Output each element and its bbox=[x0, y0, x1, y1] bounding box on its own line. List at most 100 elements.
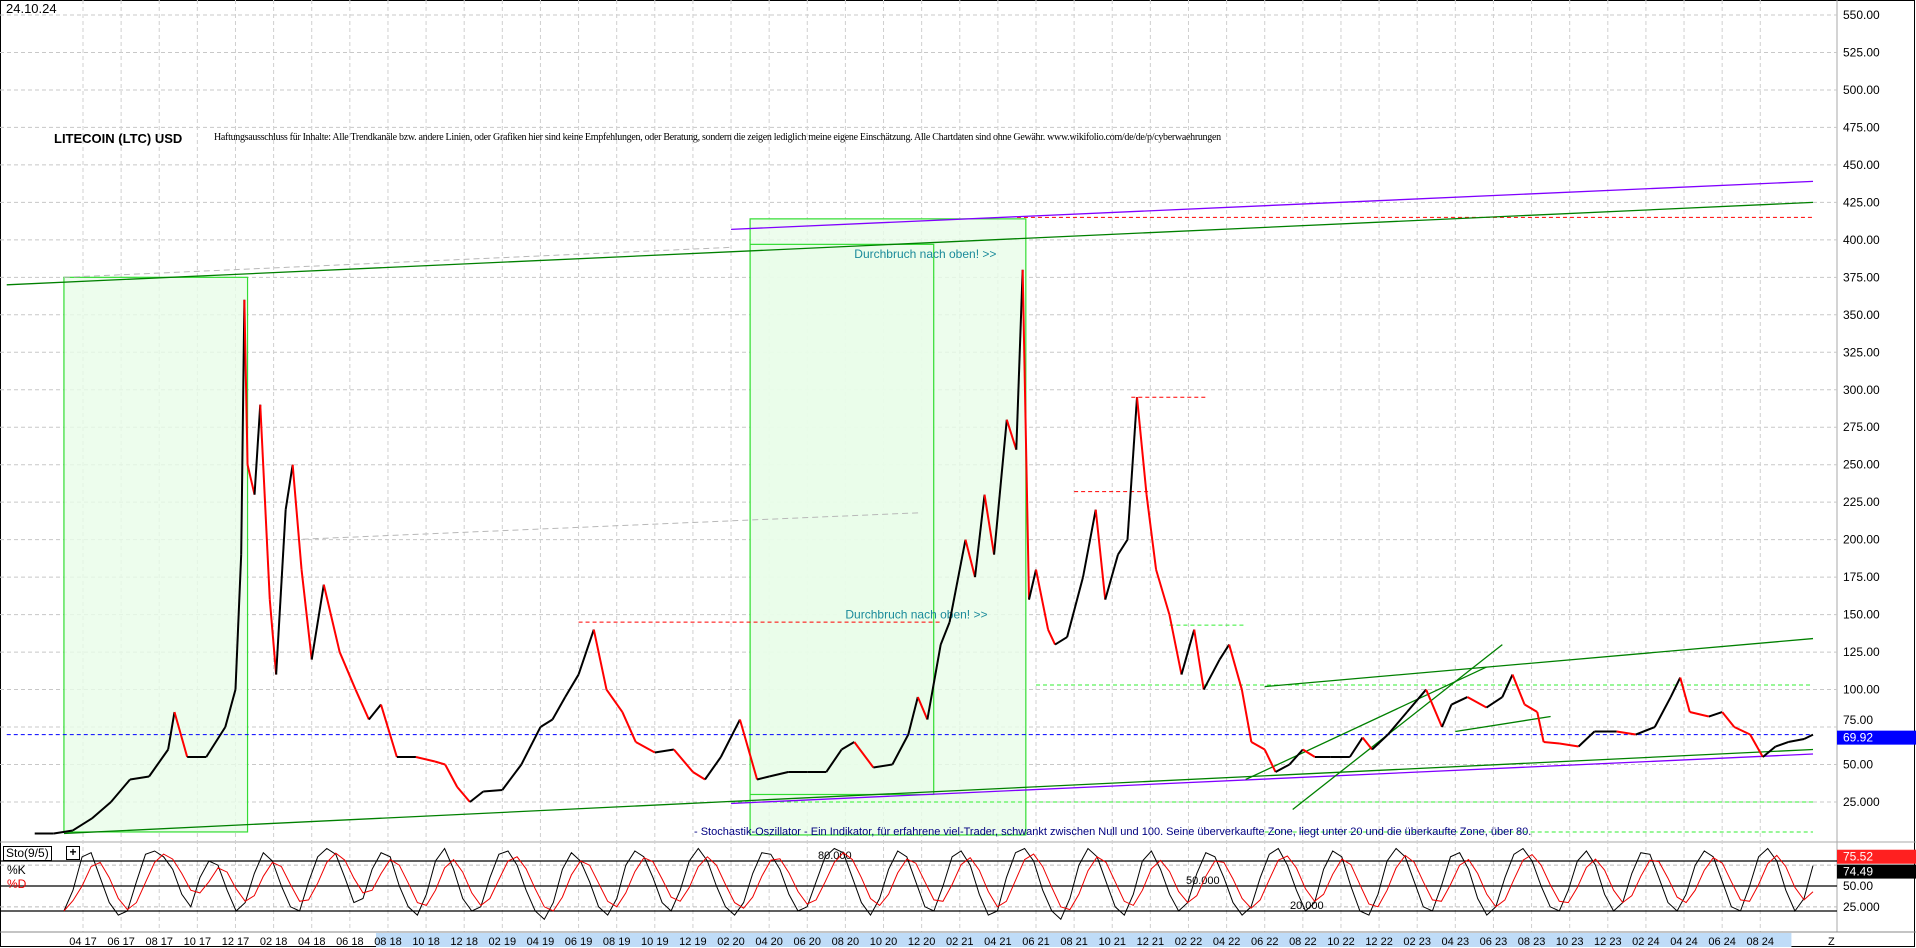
purple-trendline bbox=[731, 753, 1814, 805]
price-segment bbox=[129, 775, 150, 781]
price-segment bbox=[1441, 704, 1453, 728]
chart-title: LITECOIN (LTC) USD bbox=[54, 131, 183, 146]
price-segment bbox=[853, 741, 875, 769]
x-tick-label: 02 18 bbox=[260, 936, 288, 948]
price-segment bbox=[577, 629, 595, 675]
x-tick-label: 12 19 bbox=[679, 936, 707, 948]
price-segment bbox=[551, 696, 567, 721]
x-tick-label: 04 23 bbox=[1442, 936, 1470, 948]
x-tick-label: 08 21 bbox=[1060, 936, 1088, 948]
y-tick-label: 125.00 bbox=[1843, 645, 1880, 659]
x-tick-label: 10 23 bbox=[1556, 936, 1584, 948]
x-tick-label: 08 20 bbox=[832, 936, 860, 948]
price-segment bbox=[1653, 696, 1672, 728]
expand-icon[interactable]: + bbox=[66, 846, 80, 860]
price-segment bbox=[224, 689, 237, 728]
price-segment bbox=[434, 760, 446, 766]
price-segment bbox=[621, 711, 637, 743]
x-tick-label: 06 22 bbox=[1251, 936, 1279, 948]
y-tick-label: 250.00 bbox=[1843, 458, 1880, 472]
price-segment bbox=[300, 569, 313, 660]
last-price-tag bbox=[1837, 730, 1916, 745]
price-segment bbox=[1349, 736, 1364, 758]
price-segment bbox=[964, 539, 976, 578]
price-segment bbox=[205, 726, 227, 758]
price-segment bbox=[1168, 614, 1183, 675]
y-tick-label: 225.00 bbox=[1843, 495, 1880, 509]
price-segment bbox=[539, 718, 554, 728]
stochastic-level-label: 20.000 bbox=[1290, 900, 1324, 912]
price-segment bbox=[891, 734, 910, 765]
y-tick-label: 200.00 bbox=[1843, 533, 1880, 547]
price-segment bbox=[1155, 569, 1171, 615]
price-segment bbox=[1371, 733, 1389, 751]
price-segment bbox=[1302, 748, 1316, 758]
time-axis[interactable]: 04 17 06 17 08 17 10 17 12 17 02 18 04 18 06 18… bbox=[0, 931, 1916, 948]
y-tick-label: 525.00 bbox=[1843, 45, 1880, 59]
price-series bbox=[34, 269, 1814, 835]
price-segment bbox=[926, 644, 942, 720]
x-tick-label: 04 22 bbox=[1213, 936, 1241, 948]
price-segment bbox=[1511, 674, 1526, 705]
price-segment bbox=[354, 689, 370, 720]
y-tick-label: 550.00 bbox=[1843, 8, 1880, 22]
y-tick-label: 50.00 bbox=[1843, 758, 1873, 772]
x-tick-label: 04 24 bbox=[1670, 936, 1698, 948]
x-tick-label: 10 17 bbox=[184, 936, 212, 948]
d-line bbox=[63, 852, 1814, 912]
x-tick-label: 04 19 bbox=[527, 936, 555, 948]
y-tick-label: 450.00 bbox=[1843, 158, 1880, 172]
green-trendline bbox=[1264, 637, 1814, 688]
price-segment bbox=[415, 756, 436, 763]
price-segment bbox=[1275, 763, 1290, 773]
price-segment bbox=[692, 771, 706, 781]
breakout-annotation-2: Durchbruch nach oben! >> bbox=[854, 247, 996, 261]
y-tick-label: 475.00 bbox=[1843, 120, 1880, 134]
price-segment bbox=[259, 404, 271, 600]
price-segment bbox=[338, 651, 357, 690]
stochastic-indicator-label[interactable]: Sto(9/5) bbox=[3, 846, 52, 861]
x-tick-label: 06 21 bbox=[1022, 936, 1050, 948]
price-segment bbox=[1387, 711, 1408, 736]
price-segment bbox=[167, 711, 176, 750]
price-segment bbox=[110, 778, 131, 803]
price-segment bbox=[1425, 689, 1443, 728]
price-segment bbox=[501, 763, 523, 791]
y-tick-label: 100.00 bbox=[1843, 683, 1880, 697]
price-segment bbox=[322, 584, 341, 653]
price-segment bbox=[916, 696, 929, 720]
price-segment bbox=[91, 801, 112, 820]
price-segment bbox=[974, 494, 986, 578]
price-segment bbox=[310, 584, 325, 660]
price-segment bbox=[1117, 539, 1129, 556]
x-tick-label: 02 19 bbox=[489, 936, 517, 948]
price-segment bbox=[368, 703, 382, 721]
y-tick-label: 350.00 bbox=[1843, 308, 1880, 322]
price-segment bbox=[444, 764, 459, 788]
y-tick-label: 400.00 bbox=[1843, 233, 1880, 247]
stochastic-note: - Stochastik-Oszillator - Ein Indikator,… bbox=[694, 826, 1532, 838]
x-tick-label: 02 20 bbox=[717, 936, 745, 948]
price-segment bbox=[993, 419, 1008, 555]
d-value-label: 75.52 bbox=[1843, 850, 1873, 864]
x-tick-label: 12 20 bbox=[908, 936, 936, 948]
x-tick-label: 02 22 bbox=[1175, 936, 1203, 948]
k-value-label: 74.49 bbox=[1843, 865, 1873, 879]
price-segment bbox=[1721, 711, 1736, 728]
price-segment bbox=[1485, 696, 1503, 709]
price-segment bbox=[673, 748, 694, 773]
price-segment bbox=[1005, 419, 1018, 451]
price-segment bbox=[1361, 736, 1373, 751]
price-segment bbox=[1451, 696, 1468, 706]
green-trendline bbox=[6, 201, 1814, 286]
price-segment bbox=[825, 748, 843, 773]
last-price-label: 69.92 bbox=[1843, 731, 1873, 745]
d-value-tag bbox=[1837, 849, 1916, 864]
price-segment bbox=[1669, 677, 1682, 698]
price-segment bbox=[72, 817, 93, 832]
price-axis[interactable]: 25.000 50.00 75.00 100.00 125.00 150.00 175.00… bbox=[1837, 8, 1916, 809]
price-segment bbox=[1543, 741, 1560, 745]
price-segment bbox=[268, 599, 278, 675]
price-segment bbox=[284, 464, 294, 510]
